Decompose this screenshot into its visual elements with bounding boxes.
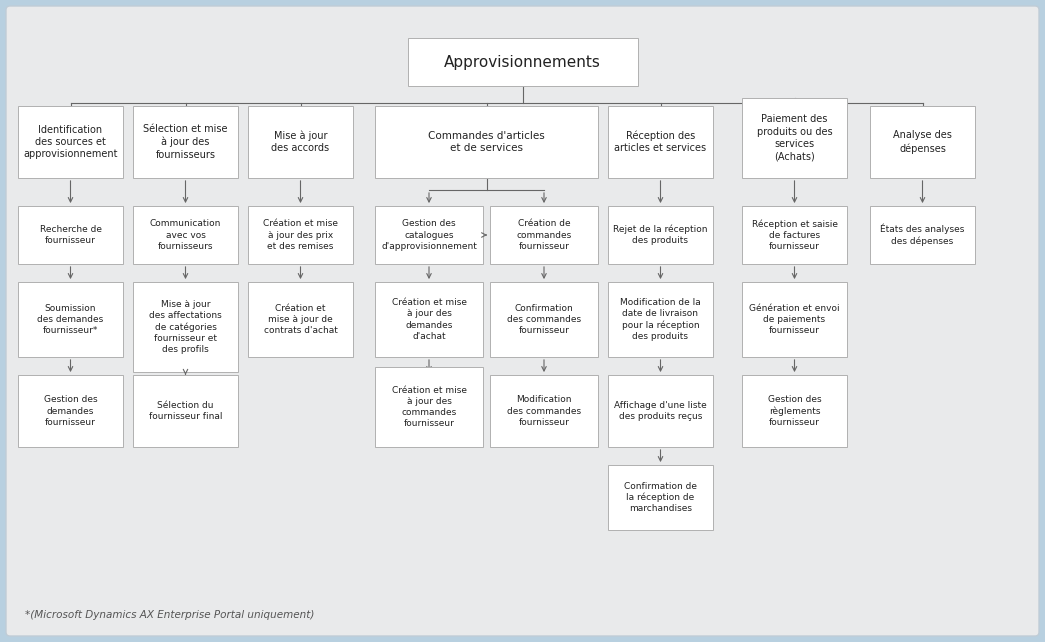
Text: Création et mise
à jour des prix
et des remises: Création et mise à jour des prix et des … <box>263 220 338 250</box>
Text: Sélection du
fournisseur final: Sélection du fournisseur final <box>148 401 223 421</box>
Text: Gestion des
demandes
fournisseur: Gestion des demandes fournisseur <box>44 395 97 426</box>
Text: Gestion des
règlements
fournisseur: Gestion des règlements fournisseur <box>768 395 821 427</box>
Text: Confirmation de
la réception de
marchandises: Confirmation de la réception de marchand… <box>624 482 697 514</box>
FancyBboxPatch shape <box>133 106 238 178</box>
Text: Modification de la
date de livraison
pour la réception
des produits: Modification de la date de livraison pou… <box>620 298 701 341</box>
FancyBboxPatch shape <box>870 206 975 264</box>
Text: *(Microsoft Dynamics AX Enterprise Portal uniquement): *(Microsoft Dynamics AX Enterprise Porta… <box>25 610 315 620</box>
Text: Identification
des sources et
approvisionnement: Identification des sources et approvisio… <box>23 125 118 159</box>
Text: Création et mise
à jour des
commandes
fournisseur: Création et mise à jour des commandes fo… <box>392 386 466 428</box>
FancyBboxPatch shape <box>133 282 238 372</box>
Text: Réception des
articles et services: Réception des articles et services <box>614 130 706 153</box>
Text: Commandes d'articles
et de services: Commandes d'articles et de services <box>428 131 544 153</box>
FancyBboxPatch shape <box>490 282 598 357</box>
FancyBboxPatch shape <box>375 282 483 357</box>
FancyBboxPatch shape <box>6 6 1039 636</box>
FancyBboxPatch shape <box>742 282 847 357</box>
Text: Approvisionnements: Approvisionnements <box>444 55 601 69</box>
Text: Mise à jour
des accords: Mise à jour des accords <box>272 130 329 153</box>
Text: Confirmation
des commandes
fournisseur: Confirmation des commandes fournisseur <box>507 304 581 335</box>
Text: Gestion des
catalogues
d'approvisionnement: Gestion des catalogues d'approvisionneme… <box>381 220 477 250</box>
Text: Analyse des
dépenses: Analyse des dépenses <box>893 130 952 153</box>
FancyBboxPatch shape <box>18 206 123 264</box>
FancyBboxPatch shape <box>375 206 483 264</box>
FancyBboxPatch shape <box>608 375 713 447</box>
Text: Rejet de la réception
des produits: Rejet de la réception des produits <box>613 225 707 245</box>
Text: Communication
avec vos
fournisseurs: Communication avec vos fournisseurs <box>149 220 222 250</box>
FancyBboxPatch shape <box>608 465 713 530</box>
FancyBboxPatch shape <box>742 206 847 264</box>
FancyBboxPatch shape <box>248 206 353 264</box>
FancyBboxPatch shape <box>742 375 847 447</box>
Text: Sélection et mise
à jour des
fournisseurs: Sélection et mise à jour des fournisseur… <box>143 125 228 160</box>
Text: Modification
des commandes
fournisseur: Modification des commandes fournisseur <box>507 395 581 426</box>
Text: Soumission
des demandes
fournisseur*: Soumission des demandes fournisseur* <box>38 304 103 335</box>
Text: Création de
commandes
fournisseur: Création de commandes fournisseur <box>516 220 572 250</box>
Text: États des analyses
des dépenses: États des analyses des dépenses <box>880 224 965 246</box>
FancyBboxPatch shape <box>18 106 123 178</box>
Text: Création et
mise à jour de
contrats d'achat: Création et mise à jour de contrats d'ac… <box>263 304 338 335</box>
FancyBboxPatch shape <box>133 206 238 264</box>
Text: Recherche de
fournisseur: Recherche de fournisseur <box>40 225 101 245</box>
FancyBboxPatch shape <box>18 375 123 447</box>
FancyBboxPatch shape <box>870 106 975 178</box>
Text: Mise à jour
des affectations
de catégories
fournisseur et
des profils: Mise à jour des affectations de catégori… <box>149 300 222 354</box>
Text: Paiement des
produits ou des
services
(Achats): Paiement des produits ou des services (A… <box>757 114 832 162</box>
FancyBboxPatch shape <box>608 106 713 178</box>
FancyBboxPatch shape <box>608 282 713 357</box>
FancyBboxPatch shape <box>248 282 353 357</box>
Text: Réception et saisie
de factures
fournisseur: Réception et saisie de factures fourniss… <box>751 219 837 251</box>
FancyBboxPatch shape <box>408 38 637 86</box>
Text: Affichage d'une liste
des produits reçus: Affichage d'une liste des produits reçus <box>614 401 706 421</box>
FancyBboxPatch shape <box>490 206 598 264</box>
FancyBboxPatch shape <box>375 367 483 447</box>
FancyBboxPatch shape <box>133 375 238 447</box>
Text: Génération et envoi
de paiements
fournisseur: Génération et envoi de paiements fournis… <box>749 304 840 335</box>
FancyBboxPatch shape <box>18 282 123 357</box>
FancyBboxPatch shape <box>248 106 353 178</box>
FancyBboxPatch shape <box>608 206 713 264</box>
FancyBboxPatch shape <box>742 98 847 178</box>
Text: Création et mise
à jour des
demandes
d'achat: Création et mise à jour des demandes d'a… <box>392 299 466 341</box>
FancyBboxPatch shape <box>490 375 598 447</box>
FancyBboxPatch shape <box>375 106 598 178</box>
